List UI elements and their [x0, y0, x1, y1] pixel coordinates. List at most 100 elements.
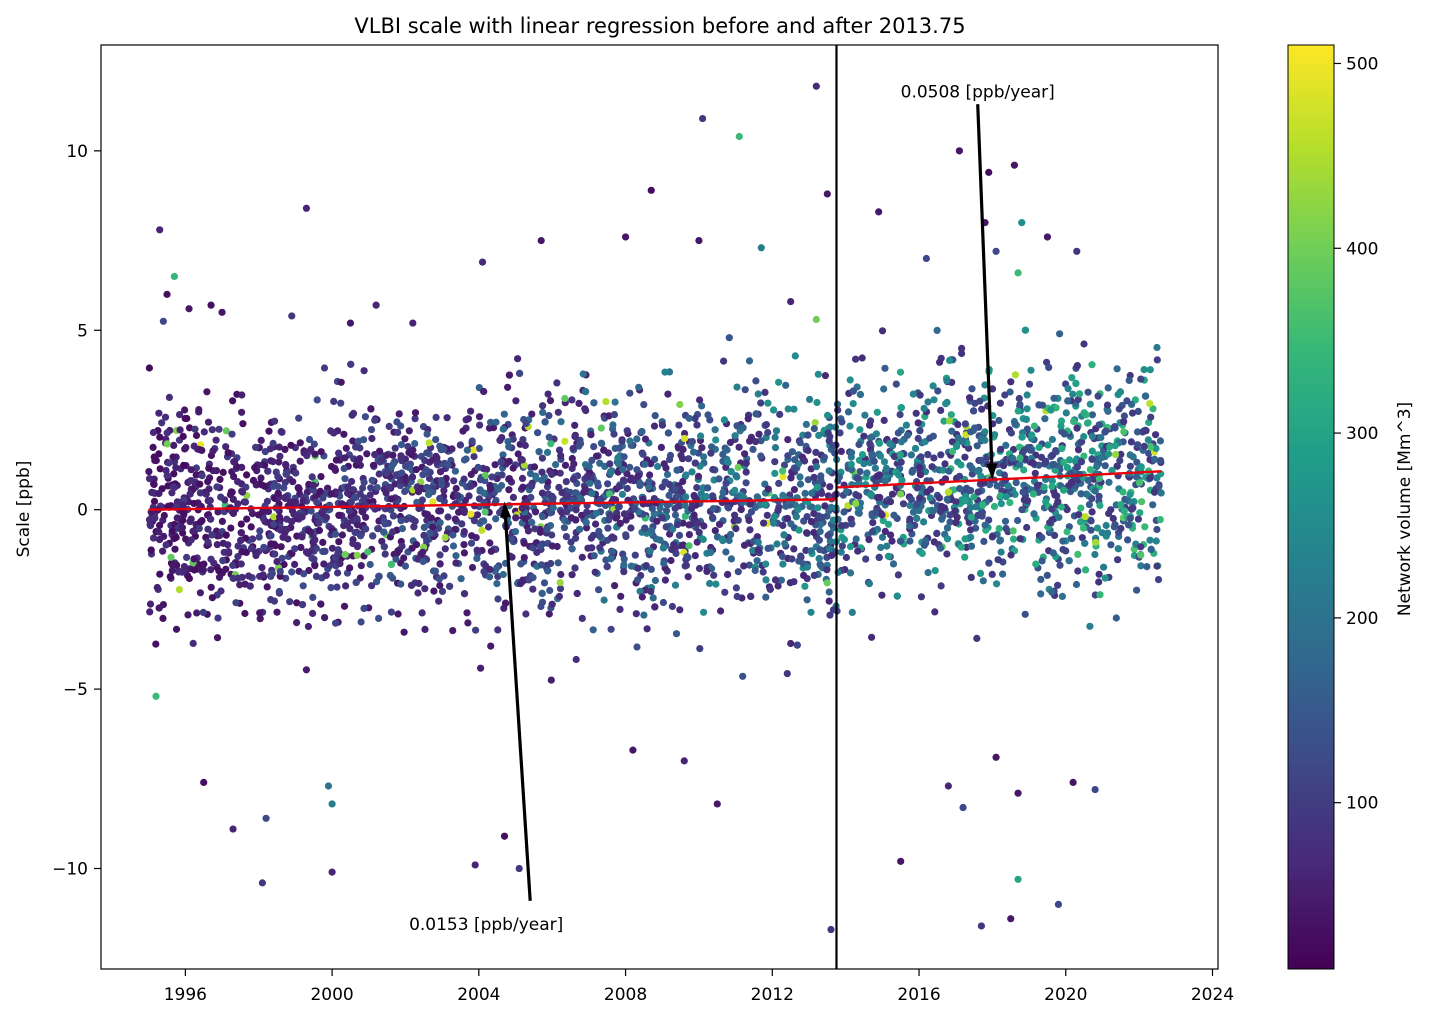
- scatter-point: [145, 364, 153, 372]
- scatter-point: [771, 458, 779, 466]
- scatter-point: [335, 538, 343, 546]
- scatter-point: [1048, 482, 1056, 491]
- scatter-point: [1104, 384, 1112, 392]
- scatter-point: [353, 521, 362, 529]
- scatter-point: [1014, 875, 1022, 883]
- scatter-point: [883, 542, 891, 550]
- scatter-point: [298, 533, 306, 541]
- scatter-point: [1060, 430, 1069, 438]
- scatter-point: [1138, 498, 1146, 506]
- scatter-point: [1091, 785, 1099, 794]
- scatter-point: [199, 566, 207, 574]
- scatter-point: [382, 489, 390, 497]
- scatter-point: [158, 419, 166, 427]
- scatter-point: [320, 560, 328, 568]
- scatter-point: [302, 666, 310, 674]
- scatter-point: [418, 609, 426, 617]
- scatter-point: [313, 498, 321, 506]
- scatter-point: [1126, 490, 1134, 499]
- scatter-point: [735, 132, 743, 141]
- scatter-point: [1021, 610, 1029, 618]
- scatter-point: [826, 545, 834, 553]
- x-axis: 1996 2000 2004 2008 2012 2016 2020 2024: [164, 969, 1234, 1005]
- scatter-point: [295, 414, 303, 422]
- scatter-point: [810, 425, 818, 433]
- scatter-point: [1080, 452, 1088, 460]
- scatter-point: [821, 502, 829, 510]
- scatter-point: [544, 567, 552, 575]
- scatter-point: [526, 470, 535, 478]
- scatter-point: [917, 593, 926, 601]
- scatter-point: [423, 536, 431, 545]
- scatter-point: [796, 473, 804, 481]
- scatter-point: [784, 436, 792, 444]
- scatter-point: [269, 439, 277, 447]
- scatter-point: [802, 546, 810, 555]
- scatter-point: [368, 582, 376, 590]
- scatter-point: [192, 431, 201, 440]
- scatter-point: [941, 460, 949, 468]
- scatter-point: [801, 582, 809, 590]
- scatter-point: [229, 509, 237, 518]
- scatter-point: [455, 508, 463, 516]
- scatter-point: [451, 525, 459, 534]
- scatter-point: [746, 500, 754, 508]
- scatter-point: [821, 372, 830, 380]
- scatter-point: [766, 585, 774, 593]
- scatter-point: [352, 578, 360, 587]
- scatter-point: [1092, 538, 1100, 546]
- scatter-point: [707, 548, 715, 557]
- scatter-point: [650, 422, 659, 430]
- scatter-point: [722, 479, 730, 487]
- scatter-point: [918, 549, 926, 558]
- scatter-point: [1073, 362, 1081, 370]
- scatter-point: [967, 486, 975, 495]
- scatter-point: [247, 545, 255, 553]
- scatter-point: [1080, 409, 1088, 417]
- scatter-point: [278, 554, 286, 562]
- scatter-point: [572, 506, 580, 514]
- scatter-point: [401, 435, 409, 443]
- scatter-point: [890, 511, 898, 519]
- scatter-point: [884, 552, 893, 560]
- scatter-point: [277, 543, 285, 551]
- scatter-point: [185, 305, 193, 313]
- scatter-point: [985, 516, 993, 524]
- scatter-point: [437, 477, 445, 485]
- scatter-point: [521, 441, 529, 450]
- scatter-point: [1051, 491, 1059, 499]
- scatter-point: [853, 491, 861, 499]
- scatter-point: [712, 436, 720, 444]
- scatter-point: [179, 529, 187, 537]
- scatter-point: [896, 451, 904, 459]
- scatter-point: [704, 411, 712, 419]
- scatter-point: [271, 417, 279, 425]
- scatter-point: [397, 454, 405, 462]
- scatter-point: [519, 576, 527, 584]
- scatter-point: [291, 545, 299, 553]
- scatter-point: [917, 453, 925, 461]
- scatter-point: [162, 466, 170, 475]
- scatter-point: [691, 552, 699, 560]
- scatter-point: [156, 521, 164, 530]
- scatter-point: [1059, 545, 1067, 554]
- scatter-point: [1009, 527, 1017, 535]
- scatter-point: [571, 432, 579, 441]
- scatter-point: [257, 474, 265, 482]
- scatter-point: [996, 537, 1004, 545]
- scatter-point: [549, 494, 557, 502]
- scatter-point: [877, 543, 885, 552]
- scatter-point: [790, 464, 799, 472]
- scatter-point: [389, 460, 397, 468]
- scatter-point: [437, 468, 445, 476]
- scatter-point: [810, 571, 818, 580]
- scatter-point: [147, 546, 155, 554]
- scatter-point: [449, 531, 457, 539]
- scatter-point: [1027, 366, 1035, 374]
- scatter-point: [981, 521, 989, 529]
- scatter-point: [903, 431, 912, 439]
- scatter-point: [858, 354, 866, 362]
- scatter-point: [754, 546, 762, 554]
- scatter-point: [478, 258, 487, 266]
